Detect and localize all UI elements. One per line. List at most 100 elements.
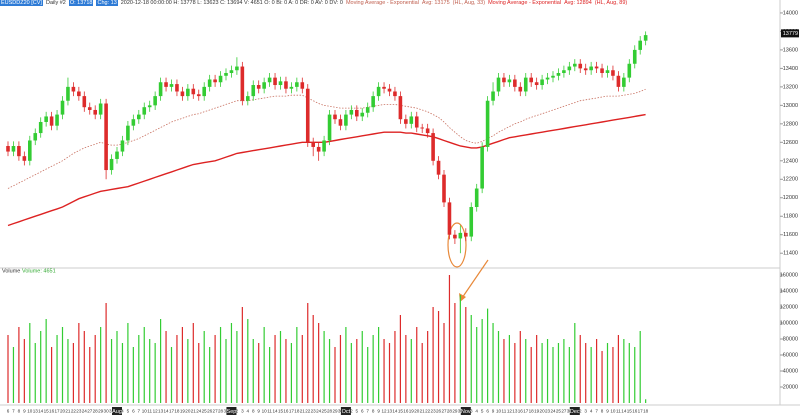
candle-body [229, 70, 234, 74]
candle-body [327, 114, 332, 141]
x-tick-label: 19 [409, 409, 415, 414]
header-item: Moving Average - Exponential [345, 0, 419, 6]
volume-bar [328, 339, 331, 403]
volume-bar [170, 347, 173, 403]
candle-body [240, 66, 245, 101]
volume-bar [94, 335, 96, 403]
x-tick-label: 22 [71, 409, 77, 414]
candle-body [109, 158, 114, 171]
candle-body [338, 119, 343, 126]
volume-bar [307, 303, 309, 403]
volume-bar [301, 335, 303, 403]
x-tick-label: 10 [496, 409, 502, 414]
x-tick-label: Nov [461, 409, 471, 415]
y-tick-label: 13200 [783, 84, 798, 90]
x-tick-label: 28 [218, 409, 224, 414]
x-tick-label: 2 [579, 409, 582, 414]
volume-bar [487, 308, 489, 403]
candle-body [22, 156, 27, 161]
x-tick-label: 21 [420, 409, 426, 414]
candle-body [218, 75, 223, 83]
volume-bar [12, 347, 15, 403]
candle-body [453, 234, 457, 239]
candle-body [562, 70, 566, 74]
volume-bar [617, 335, 619, 403]
x-tick-label: 27 [441, 409, 447, 414]
x-tick-label: 13 [158, 409, 164, 414]
volume-bar [209, 347, 211, 403]
x-tick-label: 25 [202, 409, 208, 414]
volume-bar [225, 339, 227, 403]
x-tick-label: Dec [570, 409, 580, 415]
candle-body [404, 119, 408, 124]
volume-bar [378, 327, 380, 403]
x-tick-label: 23 [431, 409, 437, 414]
y-tick-label: 12200 [783, 177, 798, 183]
volume-label: Volume: 4651 [22, 268, 56, 274]
candle-body [82, 96, 87, 108]
x-tick-label: 30 [458, 409, 464, 414]
candle-body [333, 114, 337, 120]
candle-body [262, 82, 266, 89]
x-tick-label: 14 [38, 409, 44, 414]
x-tick-label: 10 [27, 409, 33, 414]
x-tick-label: 25 [322, 409, 328, 414]
x-tick-label: 19 [180, 409, 186, 414]
x-tick-label: 2 [236, 409, 239, 414]
candle-body [622, 77, 626, 87]
volume-bar [258, 343, 260, 403]
candle-body [295, 82, 299, 87]
x-tick-label: 20 [60, 409, 66, 414]
candle-body [256, 85, 261, 89]
x-tick-label: 28 [447, 409, 453, 414]
x-tick-label: 12 [153, 409, 159, 414]
x-tick-label: 20 [414, 409, 420, 414]
candle-body [284, 81, 288, 89]
x-tick-label: 4 [121, 409, 124, 414]
x-tick-label: 27 [213, 409, 219, 414]
header-item: O: 13718 [68, 0, 94, 6]
x-tick-label: 16 [518, 409, 524, 414]
volume-bar [247, 319, 249, 403]
volume-bar [176, 335, 178, 403]
header-item: (HL, Aug, 33) [452, 0, 486, 6]
x-tick-label: 4 [590, 409, 593, 414]
candle-body [120, 140, 125, 152]
month-label-box [112, 407, 122, 415]
volume-bar [470, 315, 472, 403]
x-tick-label: 31 [109, 409, 115, 414]
x-tick-label: 17 [169, 409, 175, 414]
volume-bar [503, 339, 505, 403]
volume-bar [497, 331, 500, 403]
x-tick-label: 3 [584, 409, 587, 414]
volume-bar [399, 315, 401, 403]
candle-body [289, 86, 294, 89]
candle-body [420, 127, 424, 129]
candle-body [436, 160, 441, 175]
volume-bar [105, 303, 107, 403]
y-tick-label: 12000 [783, 195, 798, 201]
candle-body [142, 107, 147, 115]
volume-bar [383, 339, 385, 403]
volume-bar [312, 315, 314, 403]
x-tick-label: 9 [377, 409, 380, 414]
volume-bar [56, 335, 58, 403]
volume-bar [51, 347, 53, 403]
candle-body [643, 35, 648, 41]
candle-body [480, 146, 484, 189]
y-tick-label: 20000 [783, 384, 798, 390]
volume-bar [230, 323, 233, 403]
candle-body [33, 133, 38, 141]
x-tick-label: 17 [289, 409, 295, 414]
volume-bar [214, 335, 216, 403]
volume-bar [601, 351, 603, 403]
x-tick-label: 20 [185, 409, 191, 414]
volume-bar [525, 339, 527, 403]
x-tick-label: 14 [163, 409, 169, 414]
x-tick-label: 24 [550, 409, 556, 414]
candle-body [93, 109, 97, 115]
x-tick-label: 14 [272, 409, 278, 414]
candle-body [98, 103, 103, 115]
x-tick-label: 9 [606, 409, 609, 414]
